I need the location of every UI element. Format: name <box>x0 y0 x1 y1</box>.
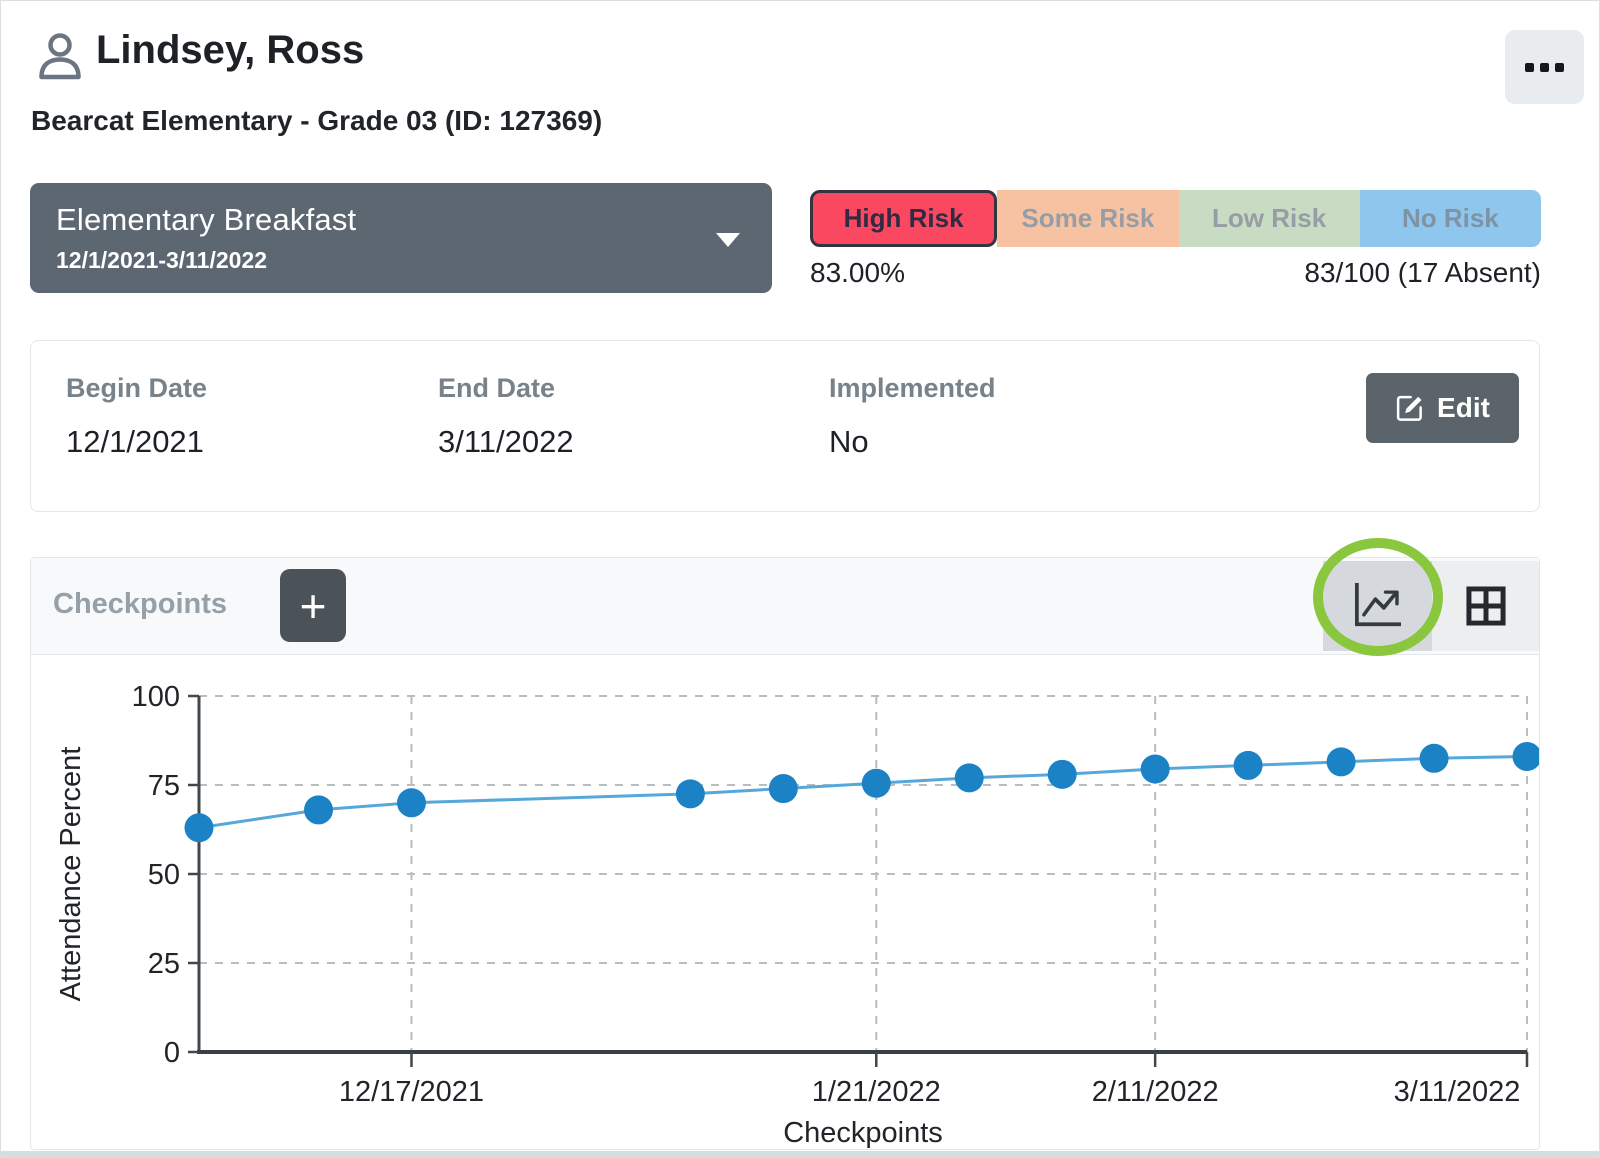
svg-text:2/11/2022: 2/11/2022 <box>1092 1076 1219 1108</box>
attendance-ratio-value: 83/100 (17 Absent) <box>1304 257 1541 288</box>
attendance-line-chart: 0 25 50 75 100 12/17/2021 1/21/2022 2/11/2022 3/… <box>55 681 1539 1149</box>
end-date-value: 3/11/2022 <box>438 424 574 459</box>
more-options-button[interactable] <box>1505 30 1584 104</box>
add-checkpoint-button[interactable]: + <box>280 569 346 642</box>
checkpoints-title: Checkpoints <box>53 588 228 620</box>
svg-text:25: 25 <box>148 948 180 980</box>
attendance-percent-value: 83.00% <box>810 257 905 288</box>
risk-badge-high: High Risk <box>810 190 998 247</box>
caret-down-icon <box>716 233 740 247</box>
student-details: Bearcat Elementary - Grade 03 (ID: 12736… <box>31 105 603 136</box>
implemented-label: Implemented <box>829 373 996 403</box>
checkpoints-card: Checkpoints + 0 25 50 75 100 12/17/2021 1/21/2… <box>30 557 1540 1150</box>
svg-text:100: 100 <box>132 681 180 713</box>
bottom-scroll-strip <box>0 1151 1600 1158</box>
begin-date-value: 12/1/2021 <box>66 424 204 459</box>
begin-date-field: Begin Date 12/1/2021 <box>66 373 207 460</box>
ellipsis-icon <box>1525 62 1534 72</box>
implemented-value: No <box>829 424 869 459</box>
svg-text:12/17/2021: 12/17/2021 <box>339 1076 484 1108</box>
table-grid-icon <box>1465 586 1506 626</box>
intervention-date-range: 12/1/2021-3/11/2022 <box>56 247 268 273</box>
risk-badge-low: Low Risk <box>1178 190 1360 247</box>
svg-text:0: 0 <box>164 1037 180 1069</box>
edit-button-label: Edit <box>1437 392 1490 423</box>
table-view-toggle[interactable] <box>1432 561 1539 651</box>
svg-text:75: 75 <box>148 770 180 802</box>
implemented-field: Implemented No <box>829 373 996 460</box>
begin-date-label: Begin Date <box>66 373 208 403</box>
risk-level-bar: High Risk Some Risk Low Risk No Risk <box>810 190 1541 247</box>
end-date-field: End Date 3/11/2022 <box>438 373 574 460</box>
svg-text:1/21/2022: 1/21/2022 <box>812 1076 941 1108</box>
svg-text:Attendance Percent: Attendance Percent <box>55 747 87 1002</box>
intervention-dropdown[interactable]: Elementary Breakfast 12/1/2021-3/11/2022 <box>30 183 772 293</box>
pencil-square-icon <box>1396 395 1422 421</box>
student-name: Lindsey, Ross <box>96 28 365 72</box>
svg-text:Checkpoints: Checkpoints <box>783 1117 943 1149</box>
risk-badge-some: Some Risk <box>997 190 1179 247</box>
chart-view-toggle[interactable] <box>1323 561 1432 651</box>
end-date-label: End Date <box>438 373 556 403</box>
intervention-name: Elementary Breakfast <box>56 202 357 237</box>
edit-button[interactable]: Edit <box>1366 373 1519 443</box>
line-chart-icon <box>1354 583 1401 627</box>
svg-text:50: 50 <box>148 859 180 891</box>
risk-badge-no: No Risk <box>1359 190 1541 247</box>
intervention-details-card: Begin Date 12/1/2021 End Date 3/11/2022 … <box>30 340 1540 512</box>
person-icon <box>39 33 81 80</box>
checkpoints-header: Checkpoints + <box>31 558 1539 655</box>
svg-text:3/11/2022: 3/11/2022 <box>1394 1076 1521 1108</box>
